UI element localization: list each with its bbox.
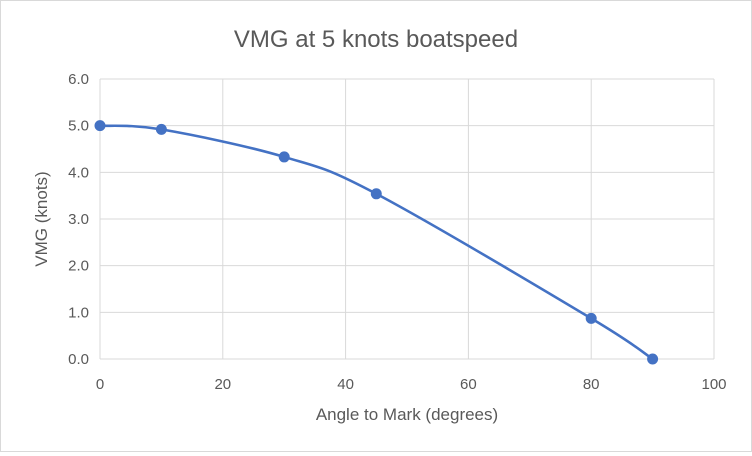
gridlines [99, 78, 715, 360]
y-tick-label: 5.0 [68, 118, 89, 135]
data-point [585, 312, 597, 324]
data-point [370, 188, 382, 200]
data-point [278, 151, 290, 163]
x-tick-label: 100 [701, 376, 726, 393]
y-tick-label: 2.0 [68, 258, 89, 275]
y-tick-label: 1.0 [68, 304, 89, 321]
data-point [94, 120, 106, 132]
y-axis-ticks: 0.0 1.0 2.0 3.0 4.0 5.0 6.0 [68, 71, 89, 368]
chart-title: VMG at 5 knots boatspeed [234, 26, 518, 53]
series-line [98, 124, 654, 361]
data-point [155, 123, 167, 135]
y-tick-label: 3.0 [68, 211, 89, 228]
x-tick-label: 60 [460, 376, 477, 393]
x-tick-label: 80 [583, 376, 600, 393]
x-tick-label: 20 [214, 376, 231, 393]
x-tick-label: 40 [337, 376, 354, 393]
y-tick-label: 4.0 [68, 164, 89, 181]
series-layer [94, 120, 659, 365]
y-tick-label: 6.0 [68, 71, 89, 88]
x-tick-label: 0 [96, 376, 104, 393]
y-axis-label: VMG (knots) [32, 171, 51, 266]
data-point [647, 353, 659, 365]
x-axis-ticks: 0 20 40 60 80 100 [96, 376, 727, 393]
y-tick-label: 0.0 [68, 351, 89, 368]
x-axis-label: Angle to Mark (degrees) [316, 405, 498, 424]
